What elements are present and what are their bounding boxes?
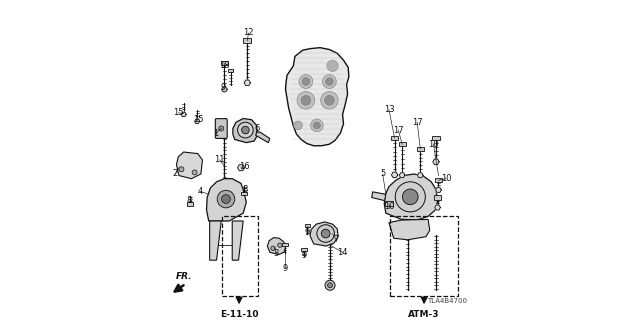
Bar	[282, 243, 288, 246]
Bar	[228, 69, 234, 72]
Circle shape	[271, 246, 275, 251]
Circle shape	[297, 92, 315, 109]
Circle shape	[325, 280, 335, 290]
Bar	[222, 216, 258, 296]
Text: 17: 17	[412, 118, 422, 127]
Polygon shape	[285, 48, 349, 146]
Circle shape	[327, 60, 338, 71]
Polygon shape	[195, 119, 200, 124]
Bar	[187, 203, 193, 206]
Polygon shape	[435, 205, 440, 210]
Circle shape	[179, 167, 184, 172]
Text: 9: 9	[305, 228, 310, 237]
Polygon shape	[181, 112, 186, 116]
Polygon shape	[244, 80, 250, 85]
Circle shape	[221, 195, 230, 204]
Polygon shape	[389, 220, 429, 240]
Text: 15: 15	[173, 108, 184, 117]
Text: 17: 17	[393, 125, 404, 135]
Text: 10: 10	[428, 140, 439, 149]
Bar	[241, 192, 247, 195]
Bar	[243, 38, 252, 43]
Circle shape	[396, 182, 426, 212]
Text: 8: 8	[243, 185, 248, 194]
Circle shape	[217, 190, 235, 208]
Text: 9: 9	[221, 83, 226, 92]
Text: 10: 10	[441, 174, 451, 183]
Bar	[434, 195, 442, 200]
Bar	[432, 136, 440, 140]
Bar	[399, 142, 406, 146]
Text: 5: 5	[380, 170, 385, 179]
Text: 7: 7	[333, 235, 339, 244]
Text: E-11-10: E-11-10	[220, 310, 259, 319]
Polygon shape	[237, 165, 244, 171]
Bar	[221, 60, 228, 65]
Circle shape	[321, 92, 338, 109]
Polygon shape	[417, 173, 423, 178]
Bar	[385, 202, 393, 206]
Text: FR.: FR.	[175, 272, 192, 281]
Text: 6: 6	[254, 124, 259, 133]
Circle shape	[323, 75, 336, 88]
Text: 4: 4	[198, 187, 203, 196]
Bar	[301, 247, 307, 251]
Text: 2: 2	[173, 170, 178, 179]
Text: 15: 15	[193, 115, 204, 124]
Text: 16: 16	[239, 162, 250, 171]
Polygon shape	[177, 152, 202, 179]
Circle shape	[219, 126, 224, 131]
Text: 12: 12	[243, 28, 254, 37]
Text: 8: 8	[186, 196, 191, 205]
Polygon shape	[399, 173, 405, 178]
Circle shape	[321, 229, 330, 238]
Text: ATM-3: ATM-3	[408, 310, 440, 319]
Polygon shape	[384, 174, 438, 220]
Polygon shape	[207, 179, 246, 221]
Polygon shape	[392, 172, 397, 178]
Text: 10: 10	[384, 202, 394, 212]
Text: 9: 9	[301, 251, 307, 260]
Circle shape	[299, 75, 313, 88]
Circle shape	[310, 119, 323, 132]
Circle shape	[328, 283, 333, 288]
Polygon shape	[372, 192, 386, 201]
Text: 1: 1	[213, 129, 218, 138]
Bar	[390, 216, 458, 296]
Circle shape	[314, 122, 320, 129]
Polygon shape	[233, 118, 257, 143]
Polygon shape	[268, 238, 285, 254]
Circle shape	[237, 122, 253, 138]
Text: 11: 11	[214, 156, 225, 164]
FancyBboxPatch shape	[215, 119, 227, 138]
Polygon shape	[210, 221, 221, 260]
Circle shape	[278, 243, 282, 247]
Circle shape	[324, 95, 334, 105]
Circle shape	[294, 121, 303, 130]
Circle shape	[302, 78, 310, 85]
Bar	[305, 224, 310, 228]
Bar	[391, 136, 398, 140]
Text: 14: 14	[337, 248, 348, 257]
Polygon shape	[256, 132, 270, 143]
Circle shape	[301, 95, 311, 105]
Circle shape	[403, 189, 418, 205]
Text: 9: 9	[282, 263, 287, 273]
Polygon shape	[436, 188, 442, 192]
Text: 18: 18	[219, 61, 230, 70]
Bar	[417, 147, 424, 151]
Polygon shape	[433, 159, 439, 164]
Circle shape	[326, 78, 333, 85]
Text: TLA4B4700: TLA4B4700	[428, 298, 467, 304]
Polygon shape	[232, 221, 243, 260]
Bar	[435, 178, 442, 182]
Polygon shape	[221, 87, 227, 92]
Text: 3: 3	[273, 249, 279, 259]
Text: 13: 13	[383, 105, 394, 114]
Circle shape	[192, 170, 197, 175]
Circle shape	[242, 126, 249, 134]
Polygon shape	[310, 222, 338, 246]
Circle shape	[317, 225, 335, 242]
